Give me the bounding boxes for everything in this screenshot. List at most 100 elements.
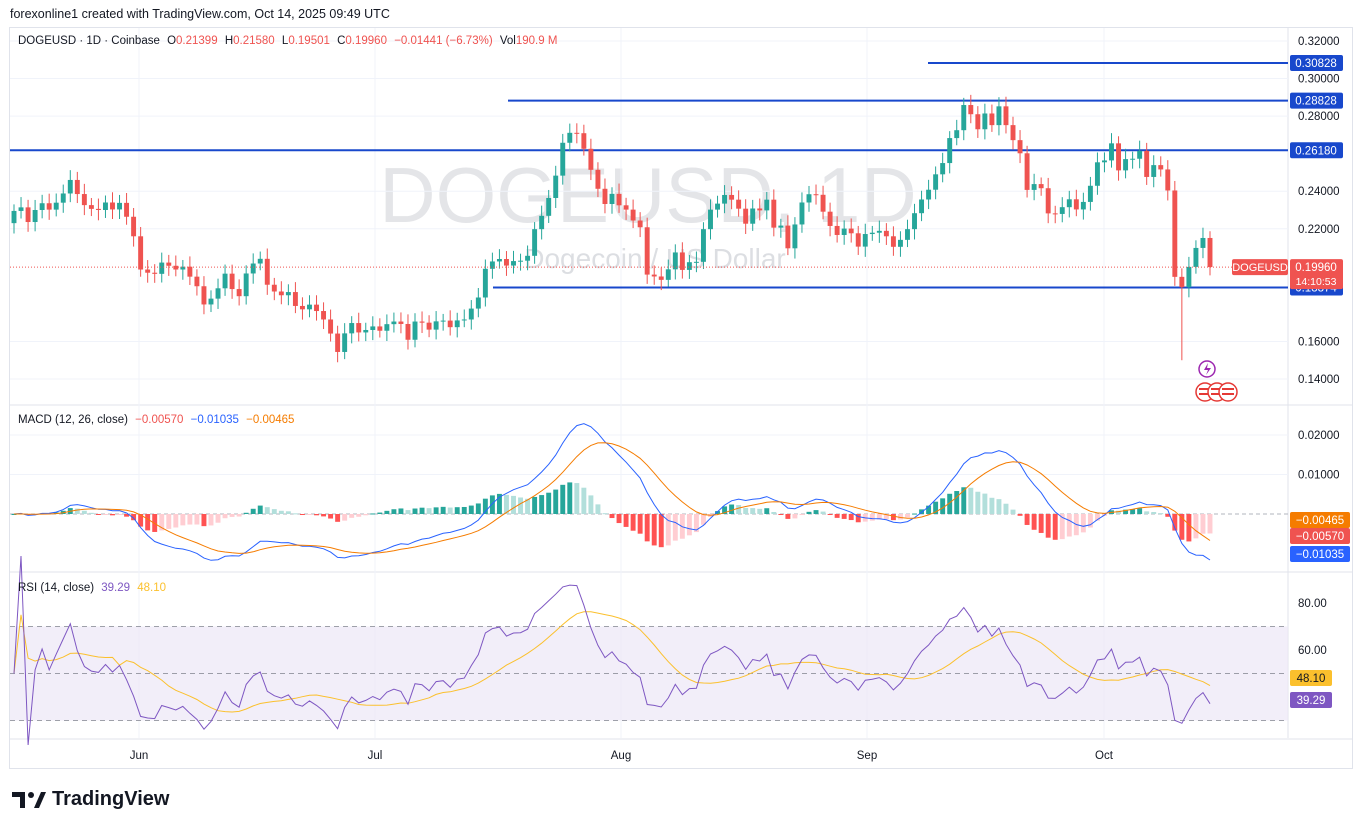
macd-histogram-bar xyxy=(370,513,376,515)
macd-histogram-bar xyxy=(715,511,720,514)
macd-histogram-bar xyxy=(1052,514,1058,540)
macd-histogram-bar xyxy=(250,508,256,514)
rsi-title[interactable]: RSI (14, close) xyxy=(18,582,95,594)
candle-body xyxy=(299,305,305,310)
legend-symbol[interactable]: DOGEUSD · 1D · Coinbase xyxy=(18,35,160,47)
candle-body xyxy=(131,216,137,237)
macd-marker xyxy=(1290,528,1350,544)
macd-histogram-bar xyxy=(138,514,144,527)
macd-histogram-bar xyxy=(349,514,355,518)
candle-body xyxy=(771,199,777,228)
macd-histogram-bar xyxy=(1094,514,1100,521)
candle-body xyxy=(511,261,516,266)
rsi-ma-line xyxy=(13,611,1211,713)
macd-histogram-bar xyxy=(518,497,524,514)
macd-title[interactable]: MACD (12, 26, close) xyxy=(18,414,128,426)
macd-histogram-bar xyxy=(117,514,122,516)
candle-body xyxy=(876,230,882,233)
candle-body xyxy=(110,202,115,210)
macd-histogram-bar xyxy=(890,514,896,521)
candle-body xyxy=(426,322,432,330)
macd-histogram-bar xyxy=(1024,514,1030,525)
macd-histogram-bar xyxy=(187,514,193,525)
macd-histogram-bar xyxy=(166,514,172,529)
macd-histogram-bar xyxy=(1200,514,1206,534)
macd-histogram-bar xyxy=(651,514,657,546)
macd-histogram-bar xyxy=(398,508,404,514)
candle-body xyxy=(159,262,165,274)
macd-histogram-bar xyxy=(933,501,939,514)
macd-histogram-bar xyxy=(356,514,362,517)
candle-body xyxy=(912,213,917,230)
tradingview-logo[interactable]: TradingView xyxy=(12,788,169,811)
candle-body xyxy=(616,193,622,206)
macd-histogram-bar xyxy=(482,498,488,514)
macd-histogram-bar xyxy=(180,514,186,526)
candle-body xyxy=(39,203,45,210)
macd-histogram-bar xyxy=(574,483,580,514)
candle-body xyxy=(496,259,502,262)
macd-histogram-bar xyxy=(1193,514,1199,539)
macd-histogram-bar xyxy=(616,514,622,524)
macd-histogram-bar xyxy=(750,508,756,514)
macd-histogram-bar xyxy=(525,498,531,514)
macd-histogram-bar xyxy=(813,510,819,514)
macd-histogram-bar xyxy=(1179,514,1185,540)
candle-body xyxy=(236,289,242,297)
macd-histogram-bar xyxy=(665,514,671,546)
macd-histogram-bar xyxy=(1087,514,1093,528)
candle-body xyxy=(623,205,629,210)
candle-body xyxy=(806,194,812,203)
macd-histogram-bar xyxy=(841,514,847,519)
candle-body xyxy=(658,276,664,280)
macd-histogram-bar xyxy=(820,511,826,514)
price-tick-label: 0.14000 xyxy=(1298,374,1340,386)
price-tick-label: 0.16000 xyxy=(1298,336,1340,348)
candle-body xyxy=(940,163,946,175)
candle-body xyxy=(926,189,932,200)
candle-body xyxy=(201,286,207,305)
candle-body xyxy=(989,113,995,126)
macd-histogram-bar xyxy=(996,499,1002,514)
macd-histogram-bar xyxy=(792,514,798,519)
macd-histogram-bar xyxy=(201,514,207,527)
symbol-marker xyxy=(1232,259,1288,276)
rsi-line xyxy=(13,555,1211,746)
macd-histogram-bar xyxy=(314,514,319,516)
candle-body xyxy=(194,276,200,287)
candle-body xyxy=(1102,160,1107,163)
legend-close: 0.19960 xyxy=(345,35,387,47)
candle-body xyxy=(328,319,334,334)
candle-body xyxy=(1045,188,1051,214)
macd-histogram-bar xyxy=(1165,514,1171,517)
time-axis-label: Oct xyxy=(1095,750,1114,762)
macd-histogram-bar xyxy=(553,489,559,514)
macd-histogram-bar xyxy=(363,514,369,516)
time-axis-label: Aug xyxy=(611,750,631,762)
level-marker-label: 0.30828 xyxy=(1295,58,1337,70)
candle-body xyxy=(208,298,214,305)
candle-body xyxy=(778,225,784,228)
macd-histogram-bar xyxy=(1031,514,1037,530)
macd-histogram-bar xyxy=(926,505,932,514)
macd-histogram-bar xyxy=(722,506,728,514)
candle-body xyxy=(349,323,355,334)
candle-body xyxy=(1186,266,1192,288)
macd-histogram-bar xyxy=(806,511,812,514)
candle-body xyxy=(1158,165,1164,170)
candle-body xyxy=(67,179,73,194)
macd-histogram-bar xyxy=(131,514,137,521)
candle-body xyxy=(1172,190,1178,277)
macd-histogram-bar xyxy=(1010,509,1016,514)
level-marker xyxy=(1290,142,1343,159)
macd-histogram-bar xyxy=(124,514,130,517)
candle-body xyxy=(975,114,981,130)
level-marker xyxy=(1290,55,1343,72)
macd-histogram-bar xyxy=(81,510,87,514)
macd-histogram-bar xyxy=(489,495,495,514)
macd-histogram-bar xyxy=(1123,509,1129,514)
macd-histogram-bar xyxy=(961,487,967,514)
candle-body xyxy=(117,202,122,210)
legend-high: 0.21580 xyxy=(233,35,275,47)
